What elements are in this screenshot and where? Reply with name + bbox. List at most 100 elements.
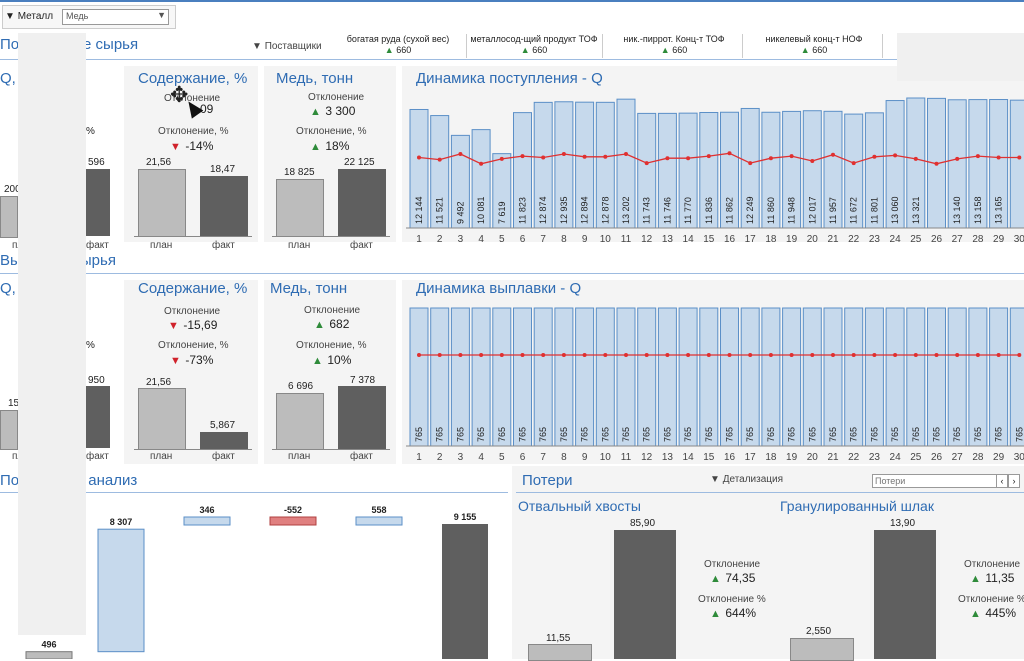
dynamics-bar[interactable]: [637, 307, 657, 447]
dynamics-bar-label: 765: [600, 427, 610, 442]
dynamics-bar-label: 12 935: [559, 196, 569, 224]
dynamics-bar[interactable]: [471, 307, 491, 447]
slag-plan-value: 2,550: [806, 626, 832, 637]
dynamics-bar[interactable]: [1009, 307, 1024, 447]
dynamics-axis-tick: 7: [540, 452, 546, 463]
supplier-value: ▲ 660: [384, 45, 412, 55]
dynamics-chart-2: 765 1 765 2 765 3 765 4 765 5 765 6 765 7 765 8 765 9 765 1…: [406, 307, 1024, 463]
dynamics-bar[interactable]: [823, 307, 843, 447]
arrow-up-icon: ▲: [970, 573, 981, 585]
copper-devp-value-2: 10%: [327, 353, 352, 367]
waterfall-bar[interactable]: [97, 528, 145, 653]
arrow-down-icon: ▼: [170, 355, 181, 367]
dynamics-axis-tick: 14: [683, 452, 695, 463]
dynamics-bar[interactable]: [450, 307, 470, 447]
copper-fact-bar-2: [338, 386, 386, 449]
dynamics-bar[interactable]: [720, 307, 739, 447]
supplier-item[interactable]: богатая руда (сухой вес) ▲ 660: [330, 34, 467, 58]
waterfall-bar[interactable]: [269, 516, 317, 526]
supplier-item[interactable]: ник.-пиррот. Конц-т ТОФ ▲ 660: [606, 34, 743, 58]
dynamics-bar[interactable]: [968, 307, 988, 447]
dynamics-bar[interactable]: [906, 307, 926, 447]
waterfall-bar[interactable]: [355, 516, 403, 526]
content-plan-value-1: 21,56: [146, 157, 172, 168]
dynamics-bar[interactable]: [989, 307, 1009, 447]
dynamics-axis-tick: 23: [869, 234, 881, 242]
filter-metal-label[interactable]: ▼ Металл: [5, 11, 54, 22]
dynamics-bar[interactable]: [513, 307, 532, 447]
dynamics-bar[interactable]: [927, 307, 946, 447]
dynamics-bar[interactable]: [761, 307, 781, 447]
tails-fact-value: 85,90: [630, 518, 656, 529]
losses-title: Потери: [522, 472, 573, 489]
dynamics-bar[interactable]: [947, 307, 967, 447]
dynamics-bar-label: 765: [766, 427, 776, 442]
dynamics-axis-tick: 7: [540, 234, 546, 242]
dynamics-plan-point: [996, 155, 1001, 160]
dynamics-bar[interactable]: [533, 307, 553, 447]
dynamics-axis-tick: 11: [621, 234, 632, 242]
content-dev-2: ▼ -15,69: [168, 316, 217, 334]
dynamics-plan-point: [748, 161, 753, 166]
dynamics-bar[interactable]: [885, 307, 905, 447]
waterfall-bar[interactable]: [25, 651, 73, 659]
suppliers-toggle[interactable]: ▼ Поставщики: [252, 41, 322, 52]
copper-title-2: Медь, тонн: [270, 280, 348, 297]
dynamics-axis-tick: 21: [827, 452, 839, 463]
slag-dev: ▲ 11,35: [970, 569, 1014, 587]
dynamics-bar-label: 765: [952, 427, 962, 442]
waterfall-bar[interactable]: [442, 524, 488, 659]
next-arrow-icon[interactable]: ›: [1008, 474, 1020, 488]
waterfall-bar[interactable]: [183, 516, 231, 526]
dynamics-bar-label: 765: [642, 427, 652, 442]
kpi-q-title-2: Q,: [0, 280, 16, 297]
dynamics-bar-label: 9 492: [455, 201, 465, 224]
dynamics-plan-point: [872, 353, 877, 357]
copper-devp-label-2: Отклонение, %: [296, 340, 367, 351]
dynamics-bar[interactable]: [409, 307, 429, 447]
copper-plan-bar-2: [276, 393, 324, 450]
dynamics-bar[interactable]: [782, 307, 802, 447]
content-fact-bar-1: [200, 176, 248, 236]
dynamics-bar[interactable]: [1009, 99, 1024, 229]
prev-arrow-icon[interactable]: ‹: [996, 474, 1008, 488]
dynamics-axis-tick: 17: [745, 452, 757, 463]
dynamics-axis-tick: 19: [786, 452, 798, 463]
supplier-item[interactable]: металлосод-щий продукт ТОФ ▲ 660: [466, 34, 603, 58]
losses-search-input[interactable]: [872, 474, 998, 488]
supplier-item[interactable]: никелевый конц-т НОФ ▲ 660: [746, 34, 883, 58]
dynamics-axis-tick: 13: [662, 234, 674, 242]
dynamics-bar[interactable]: [430, 307, 450, 447]
dynamics-plan-point: [541, 155, 546, 160]
dynamics-bar[interactable]: [616, 307, 636, 447]
copper-dev-label-1: Отклонение: [308, 92, 365, 103]
dynamics-bar[interactable]: [740, 307, 760, 447]
dynamics-bar[interactable]: [802, 307, 822, 447]
dynamics-bar[interactable]: [595, 307, 615, 447]
dynamics-bar[interactable]: [844, 307, 864, 447]
supplier-name: ник.-пиррот. Конц-т ТОФ: [623, 34, 725, 44]
dynamics-bar[interactable]: [575, 307, 595, 447]
kpi-q-fact-bar-2: [86, 386, 110, 448]
dynamics-axis-tick: 9: [582, 452, 588, 463]
dynamics-plan-point: [913, 353, 918, 357]
dynamics-bar[interactable]: [678, 307, 698, 447]
dynamics-axis-tick: 6: [520, 234, 526, 242]
content-devp-2: ▼ -73%: [170, 351, 213, 369]
dynamics-bar-label: 765: [559, 427, 569, 442]
dynamics-bar[interactable]: [864, 307, 884, 447]
dynamics-bar[interactable]: [699, 307, 719, 447]
content-devp-label-2: Отклонение, %: [158, 340, 229, 351]
dynamics-bar[interactable]: [554, 307, 574, 447]
content-devp-1: ▼ -14%: [170, 137, 213, 155]
dynamics-bar[interactable]: [492, 307, 512, 447]
metal-select[interactable]: Медь ▼: [62, 9, 169, 25]
content-plan-bar-1: [138, 169, 186, 237]
detail-toggle[interactable]: ▼ Детализация: [710, 474, 784, 485]
dynamics-bar-label: 12 894: [580, 196, 590, 224]
dynamics-bar-label: 765: [662, 427, 672, 442]
dynamics-plan-point: [831, 152, 835, 157]
copper-devp-label-1: Отклонение, %: [296, 126, 367, 137]
dynamics-bar[interactable]: [657, 307, 677, 447]
